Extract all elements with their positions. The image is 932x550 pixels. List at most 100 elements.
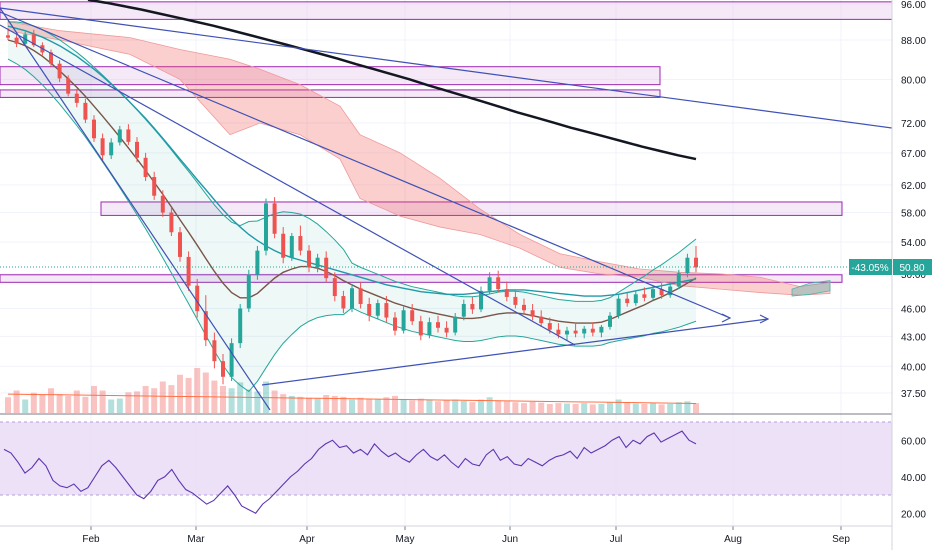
time-tick-label: Aug <box>724 534 742 545</box>
volume-bar <box>99 390 106 413</box>
volume-bar <box>435 401 441 413</box>
candle-body <box>178 232 182 257</box>
candle <box>436 315 440 333</box>
candle-body <box>539 316 544 324</box>
candle <box>668 282 673 298</box>
volume-bar <box>521 403 527 413</box>
time-tick-label: Feb <box>82 534 100 545</box>
candle <box>298 225 303 256</box>
candle-body <box>470 303 475 310</box>
candle-body <box>315 257 320 268</box>
candle <box>350 284 354 313</box>
candle-body <box>57 63 62 79</box>
time-tick-label: May <box>396 534 415 545</box>
candle-body <box>281 233 286 258</box>
candle-body <box>6 35 10 38</box>
candle <box>195 278 200 318</box>
candle-body <box>135 141 139 158</box>
candle <box>255 245 260 280</box>
candle <box>659 283 664 299</box>
candle <box>590 322 595 337</box>
volume-bar <box>658 404 665 413</box>
price-tick-label: 50.00 <box>901 270 926 281</box>
volume-bar <box>392 395 398 413</box>
candlestick-series <box>6 28 698 385</box>
zone-rect <box>0 1 893 20</box>
time-axis[interactable]: Feb Mar Apr May Jun Jul Aug Sep <box>0 525 892 545</box>
trendline[interactable] <box>261 318 769 386</box>
volume-bar <box>194 368 201 413</box>
candle <box>143 152 148 181</box>
candle-body <box>444 327 449 333</box>
candle-body <box>461 303 466 317</box>
candle <box>625 292 630 307</box>
volume-bar <box>452 399 459 413</box>
candle-body <box>694 257 698 268</box>
candle <box>315 253 320 273</box>
price-tick-label: 58.00 <box>901 209 926 220</box>
candle-body <box>513 296 518 305</box>
volume-bar <box>56 394 63 413</box>
volume-bar <box>159 381 166 413</box>
cloud-bearish <box>7 21 831 296</box>
candle-body <box>152 176 157 196</box>
candle <box>324 251 329 283</box>
candle-body <box>143 157 148 177</box>
trendline[interactable] <box>0 11 731 319</box>
candle <box>57 60 62 83</box>
volume-bar <box>185 377 192 413</box>
candle-body <box>479 290 483 310</box>
candle-body <box>229 343 234 377</box>
candle <box>100 133 105 161</box>
candle-body <box>608 315 612 327</box>
volume-bar <box>624 403 631 413</box>
trendlines[interactable] <box>0 7 893 411</box>
candle-body <box>255 250 260 275</box>
volume-bar <box>693 403 699 413</box>
candle <box>487 272 492 295</box>
candle <box>307 245 311 273</box>
trendline[interactable] <box>0 7 893 129</box>
volume-bar <box>667 404 674 413</box>
rsi-pane <box>0 421 892 514</box>
candle-body <box>556 329 561 335</box>
candle <box>676 269 681 290</box>
candle-body <box>195 285 200 312</box>
volume-bar <box>288 395 295 413</box>
candle <box>186 251 191 291</box>
candle <box>160 190 165 217</box>
candle <box>565 326 569 341</box>
volume-bar <box>151 388 158 413</box>
rsi-band <box>0 422 892 495</box>
candle <box>169 207 174 237</box>
volume-bar <box>598 404 605 413</box>
cloud-bullish <box>791 280 831 297</box>
candle-body <box>590 328 595 333</box>
volume-bar <box>409 400 416 413</box>
candle-body <box>74 93 79 103</box>
candle <box>221 354 225 385</box>
volume-bar <box>426 399 433 413</box>
volume-bar <box>538 402 545 413</box>
candle <box>608 312 612 330</box>
time-tick-label: Apr <box>299 534 315 545</box>
candle-body <box>436 322 440 328</box>
candle-body <box>332 278 337 297</box>
volume-bar <box>91 386 97 413</box>
ichimoku-cloud <box>7 21 831 297</box>
volume-bar <box>340 396 347 413</box>
candle <box>616 295 621 319</box>
candle-body <box>83 102 88 120</box>
candle-body <box>221 361 225 377</box>
volume-ma-line <box>7 393 697 404</box>
candle <box>427 317 432 339</box>
price-tick-label: 96.00 <box>901 0 926 11</box>
volume-bar <box>254 391 261 413</box>
candle-body <box>31 34 36 46</box>
time-tick-label: Jun <box>502 534 518 545</box>
candle <box>66 75 71 97</box>
trendline[interactable] <box>0 7 271 411</box>
trendline[interactable] <box>0 24 576 346</box>
candle <box>109 138 114 160</box>
